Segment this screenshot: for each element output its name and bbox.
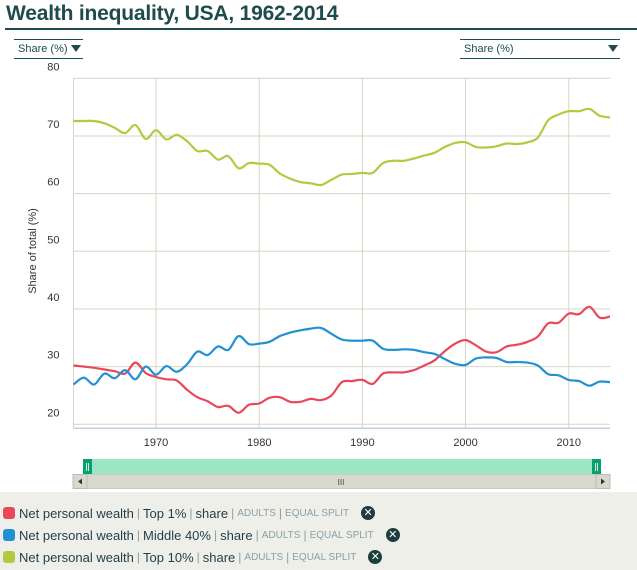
y-tick-label: 40 — [47, 292, 59, 304]
scroll-right-arrow-icon — [601, 478, 605, 485]
series-line-0[interactable] — [73, 305, 611, 414]
navigator-range[interactable] — [87, 459, 597, 475]
navigator-handle-right[interactable] — [592, 459, 601, 475]
scroll-grip-icon[interactable]: III — [338, 478, 345, 487]
scroll-left-arrow-icon — [78, 478, 82, 485]
y-tick-label: 80 — [47, 61, 59, 73]
y-tick-label: 70 — [47, 119, 59, 131]
legend-metric: Net personal wealth — [19, 549, 134, 565]
legend-group: Top 10% — [143, 549, 194, 565]
left-axis-unit-select[interactable]: Share (%) — [14, 39, 83, 59]
legend-population: ADULTS — [244, 551, 284, 563]
y-tick-label: 50 — [47, 234, 59, 246]
legend-split: EQUAL SPLIT — [292, 551, 357, 563]
legend-population: ADULTS — [237, 507, 276, 519]
x-tick-label: 2000 — [453, 437, 477, 449]
close-circle-icon[interactable]: ✕ — [368, 550, 383, 564]
legend-group: Top 1% — [143, 505, 187, 521]
x-tick-label: 1970 — [144, 437, 168, 449]
legend-metric: Net personal wealth — [19, 505, 134, 521]
close-circle-icon[interactable]: ✕ — [361, 506, 376, 520]
legend-kind: share — [220, 527, 253, 543]
y-tick-label: 30 — [47, 350, 59, 362]
right-axis-unit-label: Share (%) — [464, 43, 514, 55]
caret-down-icon — [608, 45, 618, 52]
legend-metric: Net personal wealth — [19, 527, 134, 543]
left-axis-unit-label: Share (%) — [18, 43, 68, 55]
x-tick-label: 1990 — [350, 437, 374, 449]
legend-population: ADULTS — [261, 529, 301, 541]
series-line-2[interactable] — [73, 107, 611, 187]
chart-title: Wealth inequality, USA, 1962-2014 — [6, 2, 339, 25]
y-axis-label: Share of total (%) — [27, 208, 39, 294]
series-swatch — [3, 551, 15, 563]
series-swatch — [3, 507, 15, 519]
caret-down-icon — [71, 45, 81, 52]
series-line-1[interactable] — [72, 326, 611, 387]
navigator-handle-left[interactable] — [83, 459, 92, 475]
legend-item-top10: Net personal wealth | Top 10% | share | ADU… — [3, 548, 383, 566]
legend-split: EQUAL SPLIT — [285, 507, 350, 519]
y-tick-label: 20 — [47, 407, 59, 419]
y-tick-label: 60 — [47, 177, 59, 189]
right-axis-unit-select[interactable]: Share (%) — [460, 39, 620, 59]
legend-kind: share — [202, 549, 236, 565]
series-swatch — [3, 529, 15, 541]
x-tick-label: 1980 — [247, 437, 271, 449]
legend-kind: share — [195, 505, 229, 521]
title-divider — [5, 28, 637, 30]
line-chart: 20 30 40 50 60 70 80 1970 1980 1990 2000 2010 Share… — [27, 61, 611, 489]
legend-item-middle40: Net personal wealth | Middle 40% | share | … — [3, 526, 400, 544]
close-circle-icon[interactable]: ✕ — [385, 528, 400, 542]
legend-split: EQUAL SPLIT — [309, 529, 374, 541]
x-tick-label: 2010 — [556, 437, 580, 449]
legend-item-top1: Net personal wealth | Top 1% | share | ADUL… — [3, 504, 376, 522]
legend-group: Middle 40% — [143, 527, 211, 543]
legend: Net personal wealth | Top 1% | share | ADUL… — [0, 492, 637, 570]
